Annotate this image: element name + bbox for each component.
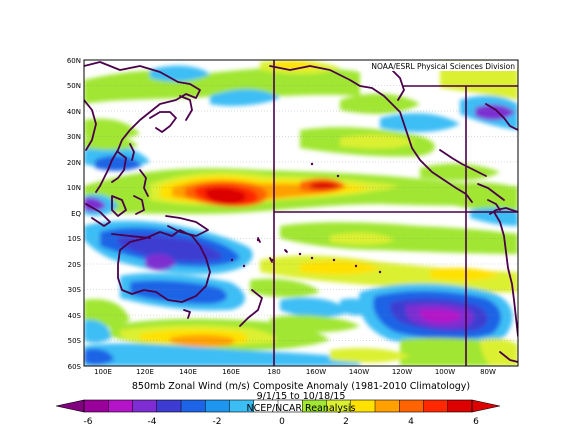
colorbar-tick: 0 — [279, 417, 285, 427]
lon-label: 160E — [222, 368, 240, 376]
region-box-lines — [273, 60, 518, 366]
colorbar-cell — [132, 400, 158, 412]
colorbar-tick: -6 — [84, 417, 93, 427]
colorbar-cell — [84, 400, 109, 412]
lat-label: 50S — [68, 337, 82, 345]
lat-label: 50N — [67, 82, 81, 90]
colorbar-cell — [205, 400, 230, 412]
colorbar-tick: -4 — [148, 417, 157, 427]
map-graticule — [84, 85, 518, 341]
island-markers — [230, 162, 382, 274]
caption-source: NCEP/NCAR Reanalysis — [246, 403, 355, 414]
colorbar-ticks: -6 -4 -2 0 2 4 6 — [84, 417, 480, 427]
colorbar-tick: 4 — [408, 417, 414, 427]
coastlines — [84, 61, 518, 363]
lon-label: 180 — [267, 368, 280, 376]
colorbar-cell — [181, 400, 206, 412]
lon-axis: 100E 120E 140E 160E 180 160W 140W 120W 1… — [94, 368, 496, 376]
lat-label: 30S — [68, 286, 82, 294]
lat-label: 40S — [68, 312, 82, 320]
lat-label: 20N — [67, 159, 81, 167]
colorbar — [55, 399, 501, 413]
credit-label: NOAA/ESRL Physical Sciences Division — [371, 62, 515, 71]
colorbar-left-arrow — [55, 399, 85, 413]
lat-label: EQ — [71, 210, 81, 218]
colorbar-tick: -2 — [213, 417, 222, 427]
anomaly-field — [84, 60, 518, 366]
lat-label: 60N — [67, 57, 81, 65]
lon-label: 140W — [349, 368, 369, 376]
lat-label: 60S — [68, 363, 82, 371]
lon-label: 100E — [94, 368, 112, 376]
lon-label: 140E — [179, 368, 197, 376]
colorbar-cell — [423, 400, 449, 412]
colorbar-cell — [350, 400, 376, 412]
lat-label: 10N — [67, 184, 81, 192]
caption-dates: 9/1/15 to 10/18/15 — [257, 391, 346, 402]
lat-label: 40N — [67, 108, 81, 116]
lat-label: 30N — [67, 133, 81, 141]
lon-label: 80W — [480, 368, 496, 376]
colorbar-cell — [253, 400, 279, 412]
colorbar-cell — [156, 400, 182, 412]
colorbar-cell — [375, 400, 400, 412]
colorbar-cell — [447, 400, 473, 412]
lat-axis: 60N 50N 40N 30N 20N 10N EQ 10S 20S 30S 4… — [67, 57, 82, 371]
colorbar-cell — [399, 400, 424, 412]
lat-label: 20S — [68, 261, 82, 269]
colorbar-cell — [278, 400, 303, 412]
colorbar-cell — [108, 400, 133, 412]
lon-label: 120W — [392, 368, 412, 376]
colorbar-cell — [326, 400, 352, 412]
colorbar-right-arrow — [471, 399, 501, 413]
colorbar-cell — [302, 400, 327, 412]
map-frame — [83, 59, 519, 367]
lon-label: 120E — [136, 368, 154, 376]
lat-label: 10S — [68, 235, 82, 243]
colorbar-cell — [229, 400, 255, 412]
caption-title: 850mb Zonal Wind (m/s) Composite Anomaly… — [132, 381, 470, 392]
lon-label: 160W — [306, 368, 326, 376]
colorbar-tick: 2 — [343, 417, 349, 427]
lon-label: 100W — [435, 368, 455, 376]
colorbar-tick: 6 — [473, 417, 479, 427]
